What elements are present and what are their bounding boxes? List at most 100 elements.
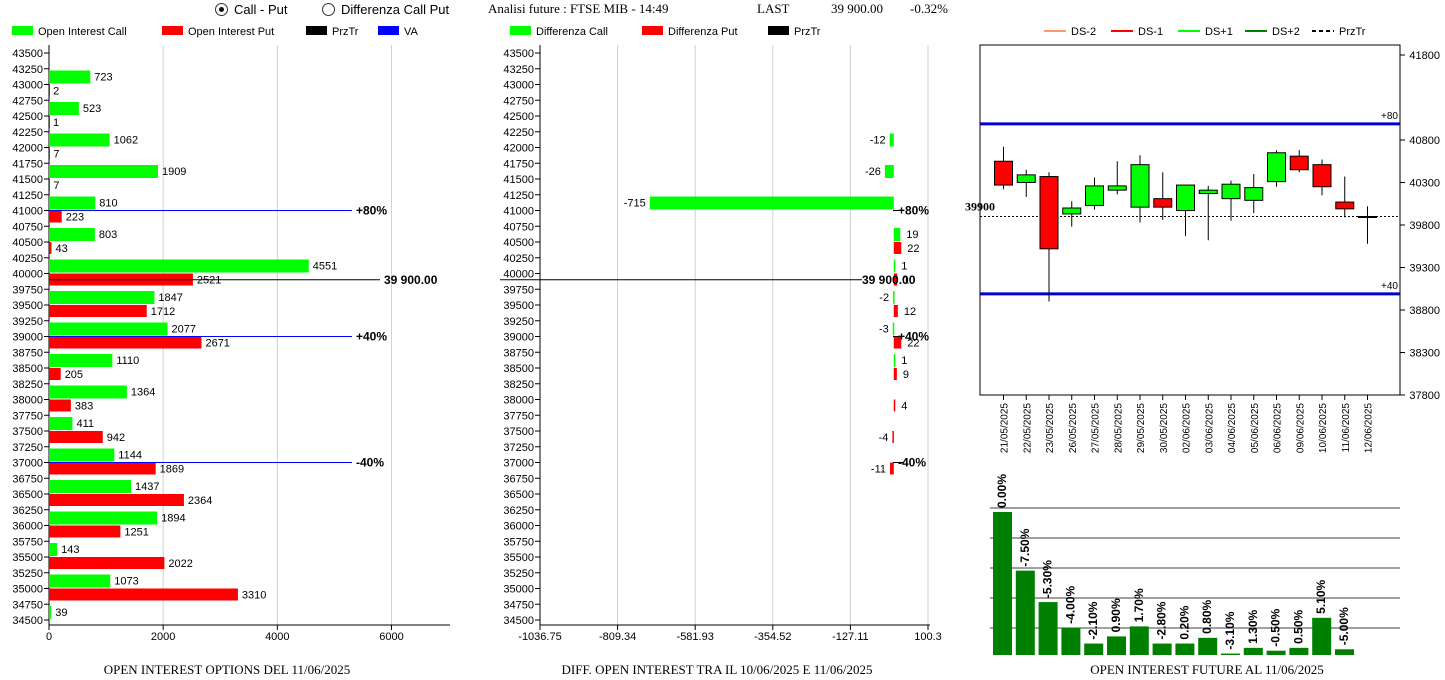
radio-call-put[interactable]: Call - Put — [215, 0, 287, 18]
future-oi-label: 5.10% — [1314, 579, 1328, 613]
future-oi-bar — [1198, 637, 1218, 655]
future-oi-label: -3.10% — [1223, 611, 1237, 649]
legend-label: PrzTr — [1339, 26, 1366, 38]
y-tick-label: 37500 — [12, 426, 43, 438]
y-tick-label: 41250 — [12, 190, 43, 202]
candle-up — [1107, 185, 1127, 191]
diff-put-bar — [892, 431, 894, 443]
future-oi-label: -0.50% — [1269, 608, 1283, 646]
diff-call-bar — [889, 133, 894, 147]
y-tick-label: 39500 — [503, 300, 534, 312]
y-tick-label: 40000 — [503, 269, 534, 281]
diff-call-label: -26 — [865, 166, 881, 178]
future-oi-bar — [1289, 647, 1309, 655]
call-bar — [49, 574, 111, 588]
put-bar — [49, 179, 50, 191]
diff-put-label: 9 — [903, 369, 909, 381]
put-bar-label: 3310 — [242, 590, 266, 602]
y-tick-label: 37750 — [503, 410, 534, 422]
future-oi-label: 0.20% — [1177, 605, 1191, 639]
call-bar-label: 4551 — [313, 261, 337, 273]
y-tick-label: 38250 — [12, 379, 43, 391]
y-tick-label: 40000 — [12, 269, 43, 281]
diff-put-label: 22 — [907, 243, 919, 255]
candle-up — [1085, 185, 1104, 206]
call-bar — [49, 70, 91, 84]
candle-down — [1153, 198, 1173, 208]
call-bar-label: 1437 — [135, 481, 159, 493]
y-tick-label: 41250 — [503, 190, 534, 202]
diff-put-label: 4 — [901, 401, 907, 413]
diff-call-label: -12 — [870, 135, 886, 147]
put-bar-label: 7 — [53, 149, 59, 161]
change-value: -0.32% — [910, 0, 948, 18]
level-line-label: -40% — [356, 456, 384, 470]
radio-selected-icon[interactable] — [215, 2, 228, 16]
y-tick-label: 36250 — [12, 505, 43, 517]
date-label: 12/06/2025 — [1364, 403, 1375, 453]
put-bar-label: 1251 — [124, 527, 148, 539]
candle-up — [1358, 216, 1377, 218]
call-bar-label: 723 — [94, 72, 112, 84]
x-tick-label: 6000 — [379, 631, 403, 643]
futures-title: Analisi future : FTSE MIB - 14:49 — [488, 0, 669, 18]
future-oi-bar — [1129, 626, 1149, 655]
x-tick-label: -127.11 — [832, 631, 869, 643]
last-value-text: 39 900.00 — [831, 1, 883, 16]
legend-label: DS-1 — [1138, 26, 1163, 38]
radio-diff[interactable]: Differenza Call Put — [322, 0, 449, 18]
future-oi-bar — [1107, 636, 1126, 655]
put-bar-label: 7 — [53, 180, 59, 192]
y-tick-label: 35250 — [12, 568, 43, 580]
radio-call-put-label: Call - Put — [234, 1, 288, 17]
diff-call-label: 1 — [901, 261, 907, 273]
level-line-label: +80% — [898, 204, 929, 218]
level-line-label: 39 900.00 — [384, 273, 438, 287]
y-tick-label: 34750 — [503, 599, 534, 611]
y-tick-label: 37250 — [503, 442, 534, 454]
diff-put-label: 12 — [904, 306, 916, 318]
legend-label: PrzTr — [794, 26, 821, 38]
date-label: 21/05/2025 — [1000, 403, 1011, 453]
diff-call-label: 1 — [901, 355, 907, 367]
future-oi-bar — [1335, 649, 1354, 655]
future-oi-bar — [1175, 643, 1195, 655]
call-bar-label: 1062 — [114, 135, 138, 147]
date-label: 11/06/2025 — [1341, 403, 1352, 453]
put-bar-label: 205 — [65, 369, 83, 381]
legend-label: VA — [404, 26, 419, 38]
call-bar — [49, 102, 79, 115]
call-bar-label: 143 — [61, 544, 79, 556]
diff-call-bar — [893, 228, 901, 241]
y-tick-label: 38750 — [12, 347, 43, 359]
y-tick-label: 40750 — [503, 221, 534, 233]
y-tick-label: 35000 — [503, 584, 534, 596]
candle-up — [1016, 174, 1036, 184]
future-oi-bar — [1243, 647, 1263, 655]
legend-swatch — [306, 26, 327, 35]
put-bar — [49, 147, 50, 160]
date-label: 03/06/2025 — [1204, 403, 1215, 453]
y-tick-label: 40750 — [12, 221, 43, 233]
call-bar-label: 1144 — [118, 450, 142, 462]
x-tick-label: -809.34 — [599, 631, 636, 643]
last-label-text: LAST — [757, 1, 790, 16]
put-bar — [49, 588, 238, 601]
put-bar — [49, 210, 62, 223]
call-bar-label: 1364 — [131, 387, 155, 399]
y-tick-label: 37000 — [503, 458, 534, 470]
candle-down — [994, 160, 1013, 186]
future-oi-label: 0.90% — [1109, 598, 1123, 632]
put-bar — [49, 242, 52, 254]
future-oi-bar — [993, 512, 1012, 655]
y-tick-label: 40250 — [12, 253, 43, 265]
y-tick-label: 37500 — [503, 426, 534, 438]
y-tick-label: 34500 — [12, 615, 43, 627]
legend-label: DS+2 — [1272, 26, 1300, 38]
diff-put-bar — [893, 242, 902, 254]
date-label: 05/06/2025 — [1250, 403, 1261, 453]
put-bar — [49, 305, 147, 317]
y-tick-label: 42500 — [12, 111, 43, 123]
radio-unselected-icon[interactable] — [322, 2, 335, 16]
